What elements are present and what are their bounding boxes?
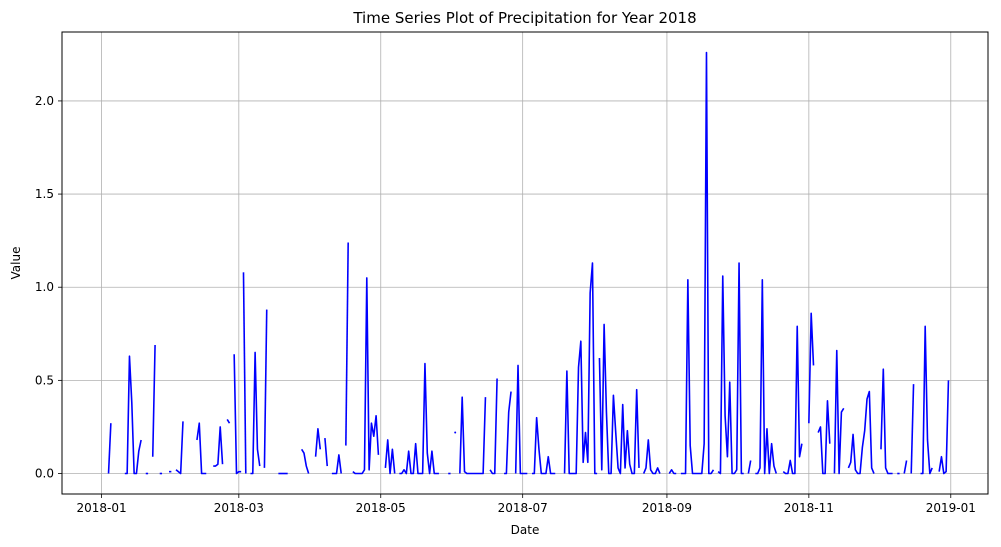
x-tick-label: 2019-01 — [926, 501, 976, 515]
y-tick-label: 0.0 — [35, 467, 54, 481]
x-tick-label: 2018-03 — [214, 501, 264, 515]
series-line-segment — [938, 380, 950, 475]
y-tick-label: 0.5 — [35, 373, 54, 387]
series-line-segment — [833, 349, 845, 475]
series-line-segment — [250, 351, 261, 475]
x-tick-label: 2018-05 — [356, 501, 406, 515]
chart-title: Time Series Plot of Precipitation for Ye… — [352, 9, 696, 27]
series-line-segment — [563, 262, 598, 475]
series-line-segment — [300, 448, 310, 474]
series-line-segment — [514, 364, 528, 475]
series-line-segment — [847, 390, 875, 475]
x-tick-label: 2018-11 — [784, 501, 834, 515]
y-tick-label: 2.0 — [35, 94, 54, 108]
series-line-segment — [124, 355, 142, 475]
y-axis: 0.0 0.5 1.0 1.5 2.0 — [35, 94, 62, 481]
series-line-segment — [598, 323, 640, 475]
y-tick-label: 1.5 — [35, 187, 54, 201]
series-line-segment — [755, 278, 778, 475]
series-line-segment — [175, 421, 184, 475]
series-line-segment — [345, 242, 349, 446]
series-line-segment — [880, 368, 893, 475]
series-line-segment — [910, 384, 915, 474]
series-line-segment — [489, 378, 498, 475]
series-line-segment — [747, 460, 752, 474]
series-line-segment — [504, 391, 512, 475]
series-line-segment — [668, 468, 677, 475]
series-line-segment — [314, 427, 322, 457]
axes-frame — [61, 31, 989, 495]
series-line-segment — [226, 419, 231, 424]
series-line-segment — [324, 438, 329, 467]
series-line-segment — [903, 460, 908, 474]
series-line-segment — [384, 439, 396, 475]
series-line-segment — [331, 454, 342, 475]
series-line-segment — [399, 362, 439, 475]
series-line-segment — [782, 325, 803, 475]
series-line-segment — [680, 51, 715, 475]
x-axis: 2018-01 2018-03 2018-05 2018-07 2018-09 2018-… — [76, 494, 976, 515]
series-line-segment — [531, 416, 556, 475]
series-line-segment — [107, 423, 112, 474]
plot-area — [107, 51, 950, 475]
y-tick-label: 1.0 — [35, 280, 54, 294]
y-axis-title: Value — [9, 247, 23, 280]
series-line-segment — [642, 439, 661, 475]
series-point — [454, 431, 457, 434]
series-line-segment — [151, 344, 156, 457]
series-line-segment — [233, 354, 242, 475]
series-line-segment — [817, 400, 831, 475]
series-line-segment — [717, 262, 744, 475]
x-tick-label: 2018-01 — [76, 501, 126, 515]
series-line-segment — [242, 272, 247, 474]
series-line-segment — [196, 422, 207, 475]
x-tick-label: 2018-09 — [642, 501, 692, 515]
grid-lines — [62, 32, 988, 494]
x-axis-title: Date — [511, 523, 540, 537]
series-line-segment — [808, 312, 815, 424]
series-line-segment — [213, 426, 224, 467]
series-line-segment — [263, 309, 268, 468]
series-line-segment — [459, 396, 487, 475]
series-line-segment — [920, 325, 933, 475]
x-tick-label: 2018-07 — [498, 501, 548, 515]
series-line-segment — [352, 277, 380, 475]
